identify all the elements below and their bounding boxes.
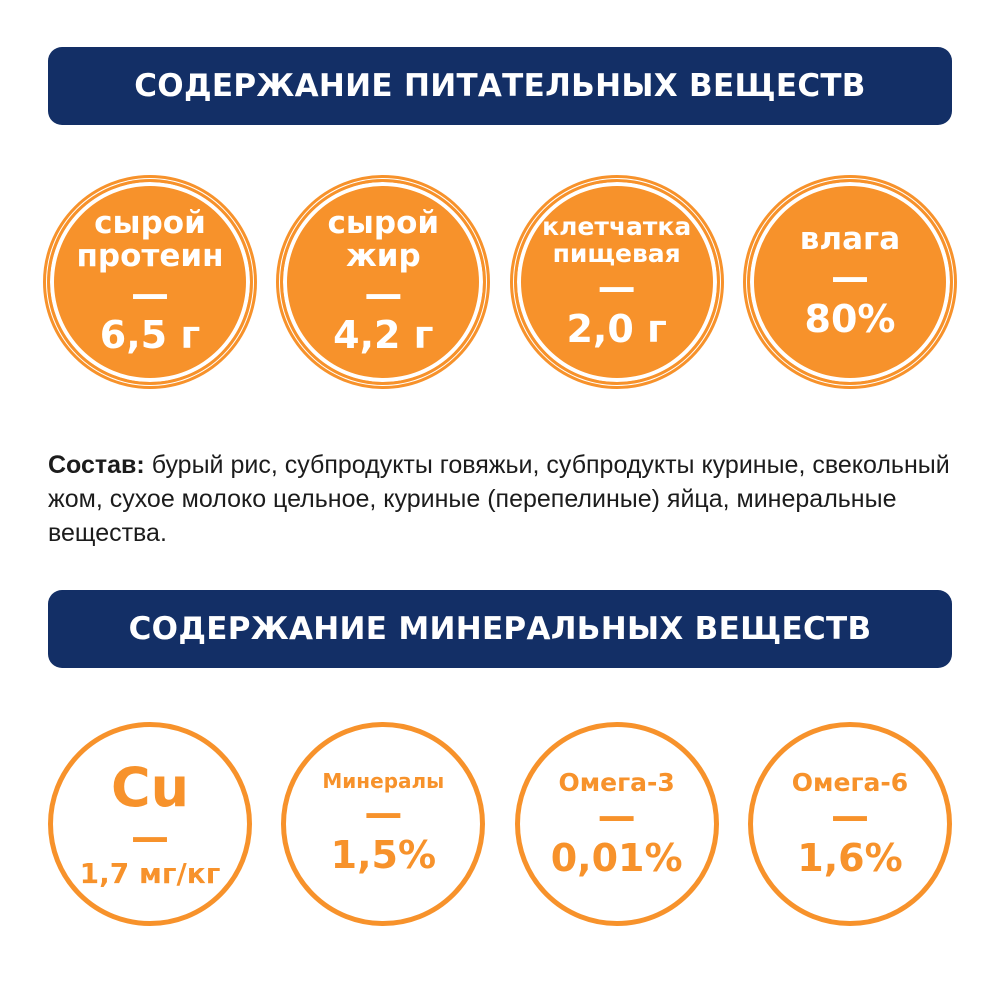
- mineral-label: Минералы: [322, 769, 445, 794]
- nutrient-value: 4,2 г: [333, 313, 434, 358]
- mineral-value: 0,01%: [550, 835, 683, 880]
- nutrient-value: 2,0 г: [566, 307, 667, 351]
- mineral-dash: —: [597, 793, 636, 838]
- mineral-dash: —: [364, 791, 403, 835]
- composition-body: бурый рис, субпродукты говяжьи, субпроду…: [48, 451, 950, 547]
- mineral-circle-minerals: Минералы — 1,5%: [281, 722, 486, 926]
- composition-label: Состав:: [48, 451, 145, 479]
- minerals-title-banner: СОДЕРЖАНИЕ МИНЕРАЛЬНЫХ ВЕЩЕСТВ: [48, 590, 952, 668]
- nutrient-value: 80%: [804, 296, 896, 341]
- nutrient-circle-protein: сырой протеин — 6,5 г: [43, 175, 257, 389]
- mineral-label: Омега-3: [558, 767, 675, 797]
- nutrient-dash: —: [830, 254, 869, 299]
- nutrient-label: влага: [799, 221, 901, 258]
- mineral-circle-omega3: Омега-3 — 0,01%: [514, 722, 719, 926]
- mineral-value: 1,6%: [797, 835, 903, 880]
- nutrients-title: СОДЕРЖАНИЕ ПИТАТЕЛЬНЫХ ВЕЩЕСТВ: [134, 68, 866, 104]
- nutrient-label: сырой протеин: [76, 204, 224, 275]
- mineral-label: Омега-6: [791, 767, 909, 797]
- nutrients-title-banner: СОДЕРЖАНИЕ ПИТАТЕЛЬНЫХ ВЕЩЕСТВ: [48, 47, 952, 125]
- mineral-dash: —: [830, 793, 869, 838]
- nutrient-label: клетчатка пищевая: [542, 212, 692, 269]
- nutrient-circle-fat: сырой жир — 4,2 г: [276, 175, 491, 389]
- nutrient-value: 6,5 г: [99, 313, 201, 358]
- mineral-circle-omega6: Омега-6 — 1,6%: [747, 722, 952, 926]
- minerals-title: СОДЕРЖАНИЕ МИНЕРАЛЬНЫХ ВЕЩЕСТВ: [128, 611, 872, 647]
- mineral-circle-cu: Cu — 1,7 мг/кг: [48, 722, 252, 926]
- mineral-label: Cu: [110, 755, 190, 819]
- nutrient-circle-fiber: клетчатка пищевая — 2,0 г: [509, 175, 724, 389]
- nutrient-dash: —: [597, 265, 636, 310]
- minerals-row: Cu — 1,7 мг/кг Минералы — 1,5% Омега-3 —…: [48, 722, 952, 926]
- nutrient-circle-moisture: влага — 80%: [742, 175, 957, 389]
- nutrients-row: сырой протеин — 6,5 г сырой жир — 4,2 г …: [43, 175, 957, 389]
- nutrient-dash: —: [364, 271, 403, 316]
- mineral-dash: —: [131, 814, 169, 859]
- nutrient-dash: —: [131, 271, 169, 316]
- mineral-value: 1,5%: [330, 832, 437, 877]
- mineral-value: 1,7 мг/кг: [79, 856, 221, 890]
- composition-text: Состав: бурый рис, субпродукты говяжьи, …: [48, 448, 958, 550]
- nutrient-label: сырой жир: [327, 204, 440, 275]
